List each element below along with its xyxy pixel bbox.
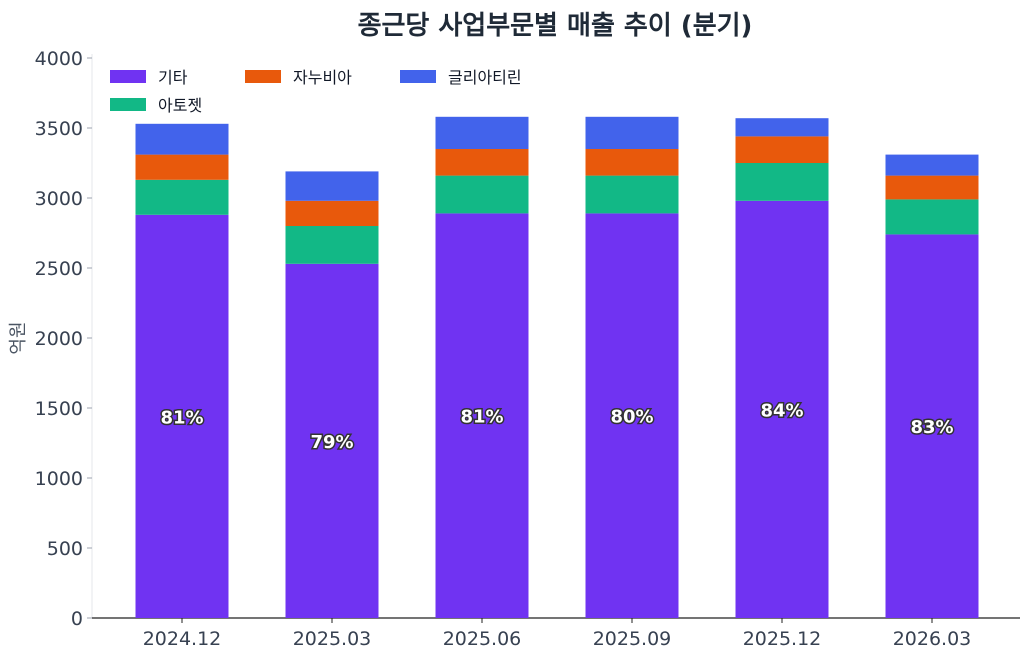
bar-segment bbox=[285, 200, 379, 226]
bar-segment bbox=[135, 154, 229, 180]
chart-title: 종근당 사업부문별 매출 추이 (분기) bbox=[358, 11, 753, 41]
legend-label: 글리아티린 bbox=[448, 68, 522, 87]
legend-label: 기타 bbox=[158, 68, 188, 87]
bar-segment bbox=[435, 149, 529, 176]
bar-segment bbox=[135, 123, 229, 155]
bar-segment bbox=[885, 234, 979, 618]
y-tick-label: 3000 bbox=[35, 188, 83, 210]
bar-percent-label: 83% bbox=[910, 417, 953, 438]
bar-segment bbox=[585, 149, 679, 176]
x-axis: 2024.12 2025.03 2025.06 2025.09 2025.12 2026.… bbox=[92, 617, 1020, 650]
y-axis-label: 억원 bbox=[8, 321, 29, 354]
bar-percent-label: 81% bbox=[160, 407, 203, 428]
x-tick-label: 2025.06 bbox=[443, 628, 522, 650]
legend-label: 아토젯 bbox=[158, 96, 202, 115]
y-tick-label: 3500 bbox=[35, 118, 83, 140]
bar-segment bbox=[585, 116, 679, 149]
bar-percent-label: 84% bbox=[760, 400, 803, 421]
bar-segment bbox=[885, 154, 979, 176]
y-tick-label: 1000 bbox=[35, 468, 83, 490]
x-tick-label: 2025.12 bbox=[743, 628, 822, 650]
bar-segment bbox=[885, 199, 979, 235]
bar-segment bbox=[435, 213, 529, 618]
legend-swatch bbox=[110, 70, 146, 83]
bar-percent-label: 80% bbox=[610, 407, 653, 428]
bar-segment bbox=[285, 226, 379, 264]
x-tick-label: 2025.09 bbox=[593, 628, 672, 650]
bar-segment bbox=[735, 136, 829, 163]
bar-segment bbox=[135, 179, 229, 215]
legend-swatch bbox=[400, 70, 436, 83]
bar-segment bbox=[885, 175, 979, 200]
y-tick-label: 4000 bbox=[35, 48, 83, 70]
y-axis: 0 500 1000 1500 2000 2500 3000 3500 4000 bbox=[35, 48, 93, 630]
bar-percent-label: 79% bbox=[310, 432, 353, 453]
y-tick-label: 2000 bbox=[35, 328, 83, 350]
bar-segment bbox=[435, 116, 529, 149]
x-tick-label: 2025.03 bbox=[293, 628, 372, 650]
bars bbox=[135, 116, 979, 619]
bar-segment bbox=[135, 214, 229, 619]
legend-label: 자누비아 bbox=[293, 68, 352, 87]
x-tick-label: 2026.03 bbox=[893, 628, 972, 650]
bar-segment bbox=[585, 175, 679, 214]
bar-labels: 81% 79% 81% 80% 84% 83% bbox=[159, 399, 955, 455]
x-tick-label: 2024.12 bbox=[143, 628, 222, 650]
bar-segment bbox=[285, 263, 379, 618]
y-tick-label: 1500 bbox=[35, 398, 83, 420]
bar-segment bbox=[735, 200, 829, 619]
bar-segment bbox=[735, 163, 829, 201]
bar-percent-label: 81% bbox=[460, 407, 503, 428]
y-tick-label: 500 bbox=[47, 538, 83, 560]
bar-segment bbox=[735, 118, 829, 137]
y-tick-label: 2500 bbox=[35, 258, 83, 280]
y-tick-label: 0 bbox=[71, 608, 83, 630]
bar-segment bbox=[285, 171, 379, 201]
bar-segment bbox=[585, 213, 679, 618]
legend-swatch bbox=[245, 70, 281, 83]
bar-segment bbox=[435, 175, 529, 214]
legend-swatch bbox=[110, 98, 146, 111]
